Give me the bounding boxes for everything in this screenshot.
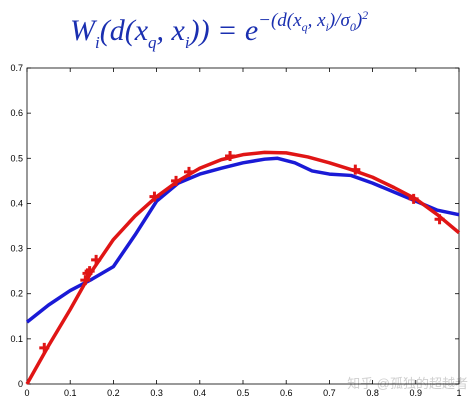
marker bbox=[39, 342, 50, 353]
x-tick-label: 0.4 bbox=[194, 388, 207, 398]
title-part: )) = e bbox=[188, 14, 259, 47]
x-tick-label: 0.6 bbox=[280, 388, 293, 398]
y-tick-label: 0.1 bbox=[10, 334, 23, 344]
chart-title: Wi(d(xq, xi)) = e−(d(xq, xi)/σ0)2 bbox=[70, 8, 368, 52]
title-part: q bbox=[302, 20, 308, 34]
y-tick-label: 0.2 bbox=[10, 289, 23, 299]
title-part: W bbox=[70, 14, 98, 47]
line bbox=[25, 156, 460, 324]
title-part: q bbox=[148, 33, 157, 52]
title-part: (d(x bbox=[100, 14, 149, 47]
y-tick-label: 0.3 bbox=[10, 244, 23, 254]
x-tick-label: 0.5 bbox=[237, 388, 250, 398]
x-tick-label: 0.2 bbox=[107, 388, 120, 398]
title-part: 0 bbox=[350, 20, 356, 34]
marker bbox=[225, 151, 236, 162]
title-part: , x bbox=[308, 10, 327, 31]
marker bbox=[350, 164, 361, 175]
marker bbox=[171, 175, 182, 186]
x-tick-label: 0 bbox=[24, 388, 29, 398]
marker bbox=[184, 166, 194, 177]
marker bbox=[434, 214, 445, 225]
marker bbox=[149, 191, 160, 202]
title-part: i bbox=[326, 20, 329, 34]
plot-frame bbox=[26, 67, 460, 385]
y-tick-label: 0.7 bbox=[10, 63, 23, 73]
x-tick-label: 0.1 bbox=[64, 388, 77, 398]
marker bbox=[84, 266, 95, 277]
x-tick-label: 0.8 bbox=[366, 388, 379, 398]
title-part: 2 bbox=[362, 8, 368, 22]
y-tick-label: 0.6 bbox=[10, 108, 23, 118]
line bbox=[25, 150, 461, 385]
watermark: 知乎 @孤独的超越者 bbox=[347, 376, 468, 391]
marker bbox=[91, 254, 102, 265]
x-tick-label: 0.7 bbox=[323, 388, 336, 398]
marker bbox=[408, 193, 419, 204]
y-tick-label: 0.4 bbox=[10, 198, 23, 208]
y-tick-label: 0.5 bbox=[10, 153, 23, 163]
title-part: i bbox=[95, 33, 100, 52]
title-part: )/σ bbox=[328, 10, 351, 31]
title-part: ) bbox=[355, 10, 362, 31]
x-tick-label: 0.3 bbox=[150, 388, 163, 398]
x-tick-label: 1 bbox=[456, 388, 461, 398]
x-tick-label: 0.9 bbox=[410, 388, 423, 398]
title-part: −(d(x bbox=[258, 10, 302, 31]
marker bbox=[80, 275, 91, 286]
title-part: , x bbox=[157, 14, 186, 47]
y-tick-label: 0 bbox=[18, 379, 23, 389]
title-part: i bbox=[185, 33, 190, 52]
